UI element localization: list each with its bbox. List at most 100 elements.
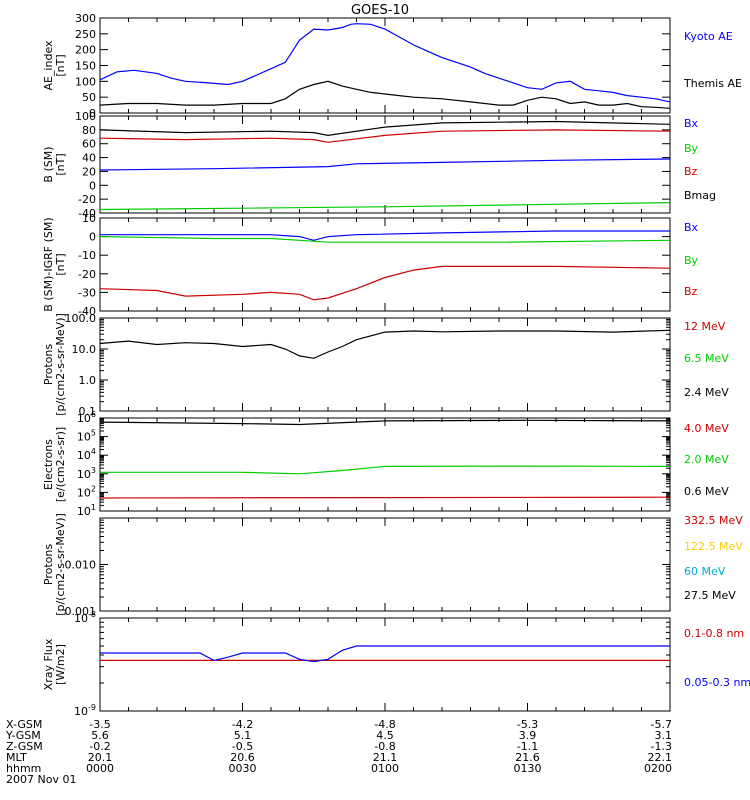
y-tick-label: 50: [82, 91, 96, 104]
x-tick-value: 0130: [514, 762, 542, 775]
x-tick-value: 5.1: [234, 729, 252, 742]
legend-label: Bz: [684, 165, 698, 178]
y-tick-label: 10-9: [74, 703, 96, 718]
x-row-label: Y-GSM: [5, 729, 41, 742]
y-tick-label: -40: [78, 305, 96, 318]
series-line: [99, 236, 671, 243]
y-tick-label: 300: [75, 12, 96, 25]
x-tick-value: -1.3: [651, 740, 672, 753]
x-tick-value: -5.7: [651, 718, 672, 731]
legend-label: 60 MeV: [684, 565, 726, 578]
x-tick-value: 21.1: [373, 751, 398, 764]
y-axis-label: Protons: [42, 344, 55, 385]
y-tick-label: 150: [75, 60, 96, 73]
panel-protons2: 0.001 0.010 Protons [p/(cm2-s-sr-MeV)] 332.5…: [42, 513, 743, 618]
x-tick-value: 4.5: [376, 729, 394, 742]
y-tick-label: 103: [77, 466, 96, 481]
legend-label: By: [684, 254, 699, 267]
series-line: [99, 80, 671, 109]
x-tick-value: -1.1: [517, 740, 538, 753]
y-tick-label: 0: [89, 231, 96, 244]
x-tick-value: -0.5: [232, 740, 253, 753]
legend-label: 122.5 MeV: [684, 540, 743, 553]
series-line: [99, 129, 671, 143]
legend-label: 0.1-0.8 nm: [684, 627, 744, 640]
series-line: [100, 465, 671, 475]
x-tick-value: 3.1: [655, 729, 673, 742]
page-title: GOES-10: [351, 3, 409, 18]
panel-frame: [99, 617, 671, 712]
legend-label: 2.4 MeV: [684, 386, 729, 399]
x-tick-value: 21.6: [515, 751, 540, 764]
x-row-label: hhmm: [6, 762, 41, 775]
x-tick-value: 0200: [644, 762, 672, 775]
y-axis-label: [p/(cm2-s-sr-MeV)]: [54, 313, 67, 416]
x-tick-value: 0000: [86, 762, 114, 775]
x-row-label: X-GSM: [6, 718, 42, 731]
series-line: [99, 496, 671, 499]
x-tick-value: -4.2: [232, 718, 253, 731]
legend-label: Bx: [684, 117, 699, 130]
legend-label: Themis AE: [683, 77, 742, 90]
y-tick-label: -40: [78, 207, 96, 220]
y-axis-label: Protons: [42, 544, 55, 585]
y-tick-label: -20: [78, 193, 96, 206]
y-axis-label: [p/(cm2-s-sr-MeV)]: [54, 513, 67, 616]
panel-frame: [99, 217, 671, 312]
legend-label: 12 MeV: [684, 320, 726, 333]
x-tick-value: -0.2: [89, 740, 110, 753]
y-tick-label: 20: [82, 165, 96, 178]
y-tick-label: 104: [77, 447, 96, 462]
y-tick-label: 0.1: [79, 405, 97, 418]
y-axis-label: [nT]: [54, 54, 67, 76]
x-tick-value: 0030: [229, 762, 257, 775]
y-axis-label: B (SM)-IGRF (SM): [42, 217, 55, 311]
date-label: 2007 Nov 01: [6, 773, 76, 786]
y-tick-label: 10-8: [74, 610, 96, 625]
y-tick-label: 101: [77, 503, 96, 518]
series-line: [99, 23, 671, 103]
y-axis-label: [W/m2]: [54, 644, 67, 685]
y-tick-label: 0: [89, 107, 96, 120]
x-tick-value: 20.6: [230, 751, 255, 764]
y-tick-label: 200: [75, 44, 96, 57]
legend-label: By: [684, 142, 699, 155]
y-tick-label: 100.0: [65, 312, 97, 325]
y-tick-label: 106: [77, 410, 96, 425]
series-line: [99, 202, 671, 211]
y-axis-label: [e/(cm2-s-sr)]: [54, 427, 67, 502]
y-tick-label: 0: [89, 179, 96, 192]
y-tick-label: 0.010: [65, 559, 97, 572]
x-tick-value: 22.1: [648, 751, 673, 764]
y-tick-label: 40: [82, 152, 96, 165]
y-tick-label: 100: [75, 75, 96, 88]
legend-label: 2.0 MeV: [684, 453, 729, 466]
x-tick-value: -4.8: [374, 718, 395, 731]
legend-label: 0.6 MeV: [684, 485, 729, 498]
series-line: [100, 230, 670, 241]
panel-bdiff: -40 -30 -20 -10 0 10 B (SM)-IGRF (SM) [nT] Bx By B…: [42, 212, 699, 318]
y-tick-label: 1.0: [79, 374, 97, 387]
x-tick-value: 0100: [371, 762, 399, 775]
panel-frame: [99, 17, 671, 114]
y-axis-label: AE_index: [42, 40, 55, 91]
x-tick-value: 5.6: [91, 729, 109, 742]
y-tick-label: 10: [82, 212, 96, 225]
y-axis-label: [nT]: [54, 153, 67, 175]
y-tick-label: -10: [78, 249, 96, 262]
series-line: [100, 645, 670, 663]
y-tick-label: 80: [82, 124, 96, 137]
legend-label: Bmag: [684, 189, 716, 202]
y-tick-label: 105: [77, 429, 96, 444]
legend-label: 332.5 MeV: [684, 514, 743, 527]
panel-electrons: 101 102 103 104 105 106 Electrons [e/(cm2-s-sr)…: [42, 410, 729, 518]
series-line: [99, 158, 671, 171]
y-tick-label: -30: [78, 286, 96, 299]
y-tick-label: 250: [75, 28, 96, 41]
y-tick-label: 60: [82, 138, 96, 151]
legend-label: Bz: [684, 285, 698, 298]
panel-frame: [99, 517, 671, 612]
y-tick-label: 10.0: [72, 343, 97, 356]
